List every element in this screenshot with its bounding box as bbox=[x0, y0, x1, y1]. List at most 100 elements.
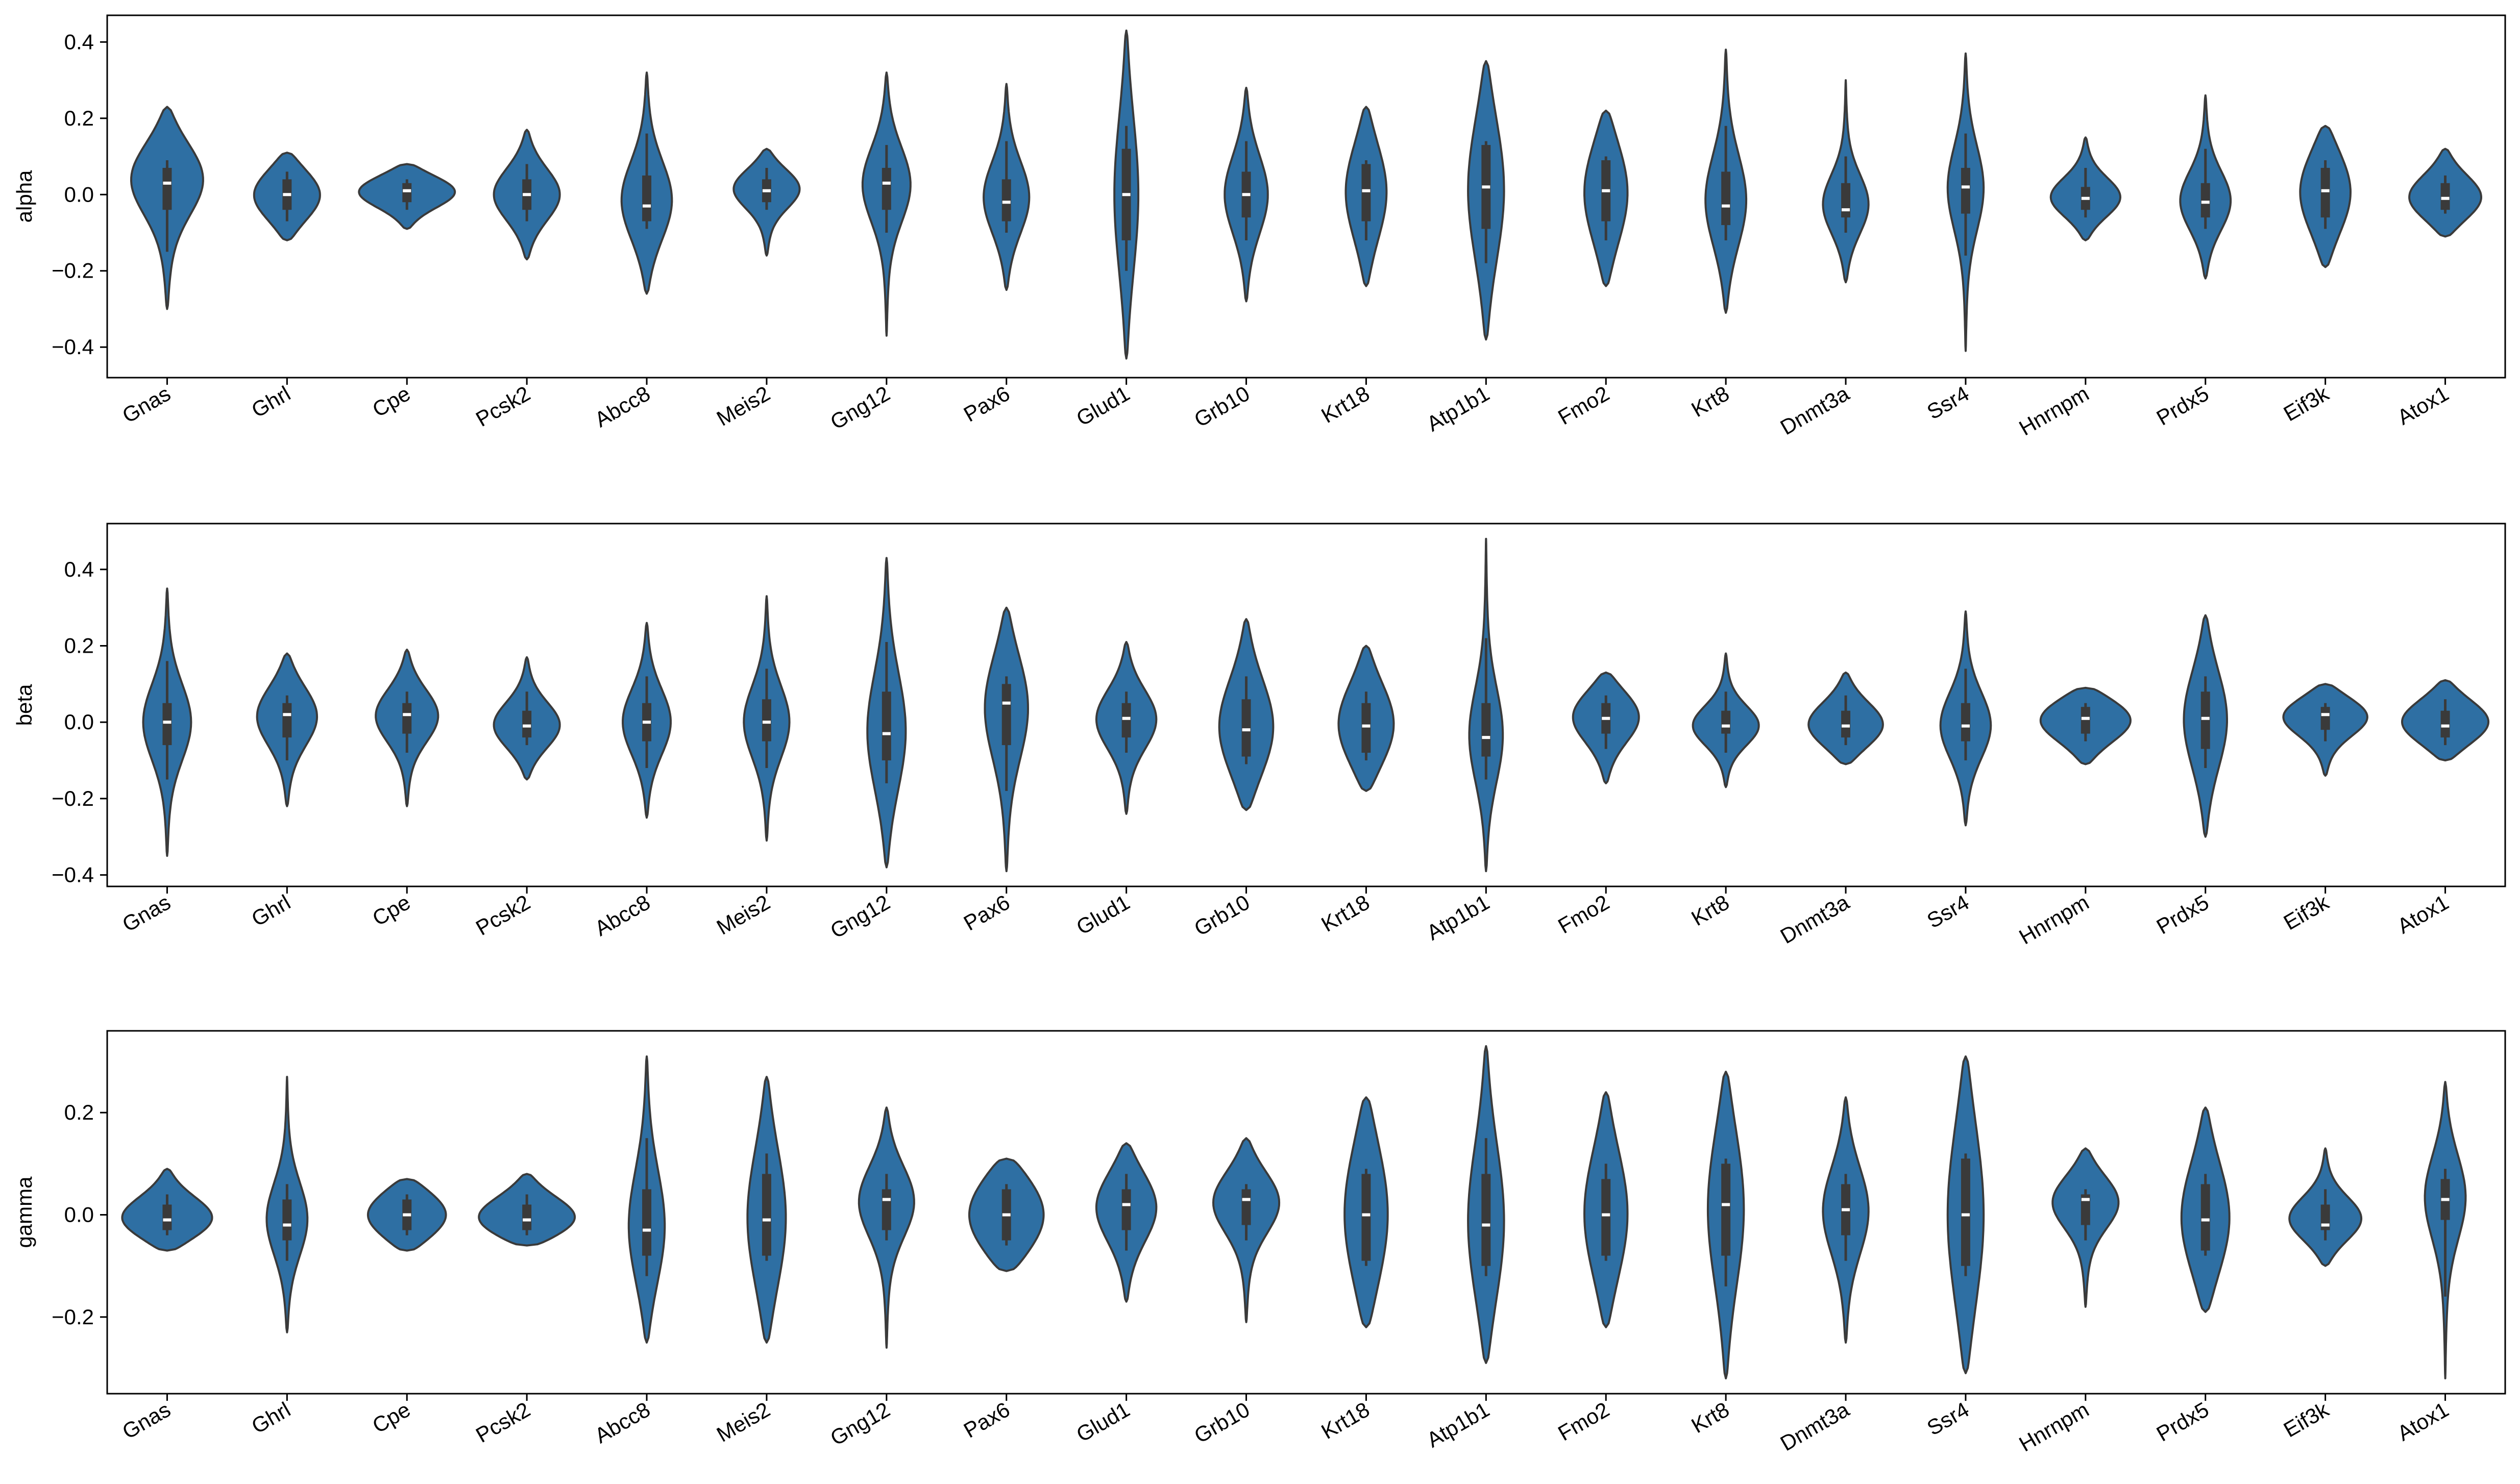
x-tick-label-Hnrnpm: Hnrnpm bbox=[2015, 1397, 2093, 1456]
x-tick-label-Gng12: Gng12 bbox=[826, 1397, 894, 1450]
x-tick-label-Pax6: Pax6 bbox=[960, 890, 1014, 935]
iqr-box-Krt8 bbox=[1721, 1164, 1731, 1256]
x-tick-label-Pax6: Pax6 bbox=[960, 1397, 1014, 1443]
iqr-box-Atp1b1 bbox=[1481, 703, 1491, 757]
x-tick-label-Ssr4: Ssr4 bbox=[1923, 1397, 1973, 1440]
x-tick-label-Prdx5: Prdx5 bbox=[2152, 381, 2213, 430]
x-tick-label-Gnas: Gnas bbox=[118, 381, 175, 428]
x-tick-label-Meis2: Meis2 bbox=[713, 1397, 774, 1447]
iqr-box-Pax6 bbox=[1001, 179, 1011, 221]
iqr-box-Dnmt3a bbox=[1841, 183, 1851, 218]
iqr-box-Gng12 bbox=[882, 167, 891, 210]
x-tick-label-Abcc8: Abcc8 bbox=[591, 381, 654, 432]
y-tick-label: 0.2 bbox=[64, 1100, 94, 1124]
x-tick-label-Pcsk2: Pcsk2 bbox=[472, 1397, 534, 1447]
x-tick-label-Prdx5: Prdx5 bbox=[2152, 1397, 2213, 1446]
x-tick-label-Ssr4: Ssr4 bbox=[1923, 890, 1973, 933]
y-axis-label: beta bbox=[12, 684, 36, 726]
iqr-box-Ghrl bbox=[282, 703, 292, 738]
y-axis-label: gamma bbox=[12, 1176, 36, 1248]
y-tick-label: 0.0 bbox=[64, 182, 94, 206]
x-tick-label-Fmo2: Fmo2 bbox=[1554, 381, 1613, 429]
x-tick-label-Atox1: Atox1 bbox=[2393, 1397, 2453, 1445]
x-tick-label-Krt8: Krt8 bbox=[1687, 381, 1733, 422]
y-tick-label: 0.4 bbox=[64, 30, 94, 54]
iqr-box-Ssr4 bbox=[1961, 1158, 1970, 1266]
iqr-box-Ghrl bbox=[282, 1199, 292, 1241]
x-tick-label-Hnrnpm: Hnrnpm bbox=[2015, 890, 2093, 949]
iqr-box-Dnmt3a bbox=[1841, 710, 1851, 738]
x-tick-label-Meis2: Meis2 bbox=[713, 890, 774, 939]
y-tick-label: −0.2 bbox=[52, 1305, 94, 1329]
axes-frame bbox=[106, 14, 2506, 379]
y-tick-label: 0.4 bbox=[64, 557, 94, 581]
panel-alpha: −0.4 −0.2 0.0 0.2 0.4 alpha Gnas Ghrl Cpe Pcsk2 Ab… bbox=[12, 14, 2506, 440]
iqr-box-Meis2 bbox=[762, 1174, 771, 1256]
x-tick-label-Gnas: Gnas bbox=[118, 890, 175, 936]
iqr-box-Atp1b1 bbox=[1481, 1174, 1491, 1266]
x-tick-label-Eif3k: Eif3k bbox=[2280, 1397, 2333, 1442]
x-tick-label-Ghrl: Ghrl bbox=[248, 381, 295, 422]
iqr-box-Ssr4 bbox=[1961, 167, 1970, 214]
iqr-box-Gnas bbox=[162, 167, 172, 210]
iqr-box-Pax6 bbox=[1001, 684, 1011, 746]
iqr-box-Eif3k bbox=[2320, 167, 2330, 218]
x-tick-label-Gng12: Gng12 bbox=[826, 890, 894, 943]
x-tick-label-Hnrnpm: Hnrnpm bbox=[2015, 381, 2093, 440]
iqr-box-Atox1 bbox=[2440, 183, 2450, 210]
x-tick-label-Dnmt3a: Dnmt3a bbox=[1776, 1397, 1853, 1456]
x-tick-label-Atp1b1: Atp1b1 bbox=[1423, 381, 1494, 436]
iqr-box-Abcc8 bbox=[642, 1189, 652, 1256]
x-tick-label-Dnmt3a: Dnmt3a bbox=[1776, 381, 1853, 440]
x-tick-label-Dnmt3a: Dnmt3a bbox=[1776, 890, 1853, 949]
x-tick-label-Pcsk2: Pcsk2 bbox=[472, 381, 534, 431]
iqr-box-Cpe bbox=[402, 183, 412, 203]
iqr-box-Abcc8 bbox=[642, 175, 652, 221]
iqr-box-Meis2 bbox=[762, 699, 771, 741]
iqr-box-Krt18 bbox=[1361, 164, 1371, 221]
x-tick-label-Glud1: Glud1 bbox=[1072, 890, 1134, 939]
x-tick-label-Atp1b1: Atp1b1 bbox=[1423, 1397, 1494, 1452]
iqr-box-Prdx5 bbox=[2200, 183, 2210, 218]
x-tick-label-Krt18: Krt18 bbox=[1317, 890, 1374, 936]
y-axis-label: alpha bbox=[12, 170, 36, 222]
x-tick-label-Krt18: Krt18 bbox=[1317, 1397, 1374, 1444]
y-tick-label: 0.2 bbox=[64, 106, 94, 130]
x-tick-label-Fmo2: Fmo2 bbox=[1554, 1397, 1613, 1445]
iqr-box-Prdx5 bbox=[2200, 1184, 2210, 1251]
iqr-box-Hnrnpm bbox=[2081, 1194, 2090, 1225]
y-tick-label: 0.0 bbox=[64, 710, 94, 734]
x-tick-label-Atp1b1: Atp1b1 bbox=[1423, 890, 1494, 945]
iqr-box-Eif3k bbox=[2320, 707, 2330, 730]
y-tick-label: −0.2 bbox=[52, 259, 94, 283]
x-tick-label-Pcsk2: Pcsk2 bbox=[472, 890, 534, 940]
x-tick-label-Grb10: Grb10 bbox=[1190, 890, 1254, 941]
x-tick-label-Fmo2: Fmo2 bbox=[1554, 890, 1613, 938]
x-tick-label-Abcc8: Abcc8 bbox=[591, 890, 654, 941]
iqr-box-Pcsk2 bbox=[522, 710, 532, 738]
iqr-box-Gnas bbox=[162, 1204, 172, 1230]
iqr-box-Pcsk2 bbox=[522, 1204, 532, 1230]
x-tick-label-Gnas: Gnas bbox=[118, 1397, 175, 1444]
y-tick-label: −0.2 bbox=[52, 786, 94, 810]
iqr-box-Glud1 bbox=[1121, 1189, 1131, 1230]
panel-gamma: −0.2 0.0 0.2 gamma Gnas Ghrl Cpe Pcsk2 Abcc8 Meis… bbox=[12, 1030, 2506, 1456]
iqr-box-Glud1 bbox=[1121, 703, 1131, 738]
x-tick-label-Cpe: Cpe bbox=[369, 1397, 414, 1438]
x-tick-label-Atox1: Atox1 bbox=[2393, 890, 2453, 938]
iqr-box-Gnas bbox=[162, 703, 172, 746]
x-tick-label-Krt18: Krt18 bbox=[1317, 381, 1374, 428]
x-tick-label-Cpe: Cpe bbox=[369, 890, 414, 930]
axes-frame bbox=[106, 523, 2506, 887]
iqr-box-Cpe bbox=[402, 703, 412, 734]
x-tick-label-Atox1: Atox1 bbox=[2393, 381, 2453, 429]
x-tick-label-Ghrl: Ghrl bbox=[248, 890, 295, 931]
y-tick-label: −0.4 bbox=[52, 863, 94, 887]
iqr-box-Krt8 bbox=[1721, 171, 1731, 226]
axes-frame bbox=[106, 1030, 2506, 1395]
iqr-box-Grb10 bbox=[1241, 1189, 1251, 1225]
x-tick-label-Cpe: Cpe bbox=[369, 381, 414, 422]
iqr-box-Atox1 bbox=[2440, 710, 2450, 738]
x-tick-label-Prdx5: Prdx5 bbox=[2152, 890, 2213, 939]
x-tick-label-Meis2: Meis2 bbox=[713, 381, 774, 431]
